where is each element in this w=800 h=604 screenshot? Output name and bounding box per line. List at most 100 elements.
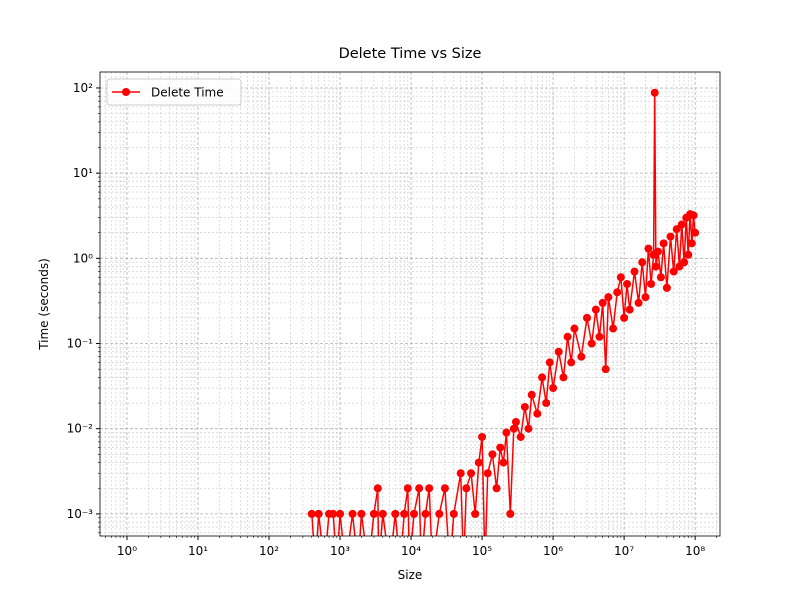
point [609, 324, 618, 333]
point [516, 432, 525, 441]
x-axis-label: Size [398, 568, 423, 582]
point [662, 283, 671, 292]
axes-frame [99, 71, 721, 537]
point [604, 293, 613, 302]
point [391, 509, 400, 518]
point [488, 450, 497, 459]
legend-box [106, 78, 242, 106]
x-tick-label: 10⁸ [685, 544, 705, 558]
point [647, 279, 656, 288]
point [415, 484, 424, 493]
point [474, 458, 483, 467]
point [409, 509, 418, 518]
point [680, 258, 689, 267]
point [378, 509, 387, 518]
point [595, 332, 604, 341]
point [644, 244, 653, 253]
point [601, 365, 610, 374]
point [677, 220, 686, 229]
point [440, 484, 449, 493]
point [613, 288, 622, 297]
y-tick-label: 10⁻² [67, 422, 94, 436]
point [478, 432, 487, 441]
x-tick-label: 10² [259, 544, 279, 558]
plot-area [307, 88, 700, 536]
point [656, 273, 665, 282]
point [314, 509, 323, 518]
point [669, 267, 678, 276]
point [511, 417, 520, 426]
point [567, 358, 576, 367]
point [496, 443, 505, 452]
point [687, 239, 696, 248]
point [651, 262, 660, 271]
point [509, 424, 518, 433]
point [471, 509, 480, 518]
point [357, 509, 366, 518]
point [524, 424, 533, 433]
point [672, 225, 681, 234]
point [506, 509, 515, 518]
point [421, 509, 430, 518]
point [369, 509, 378, 518]
x-tick-label: 10⁴ [401, 544, 421, 558]
point [456, 469, 465, 478]
point [492, 484, 501, 493]
point [591, 305, 600, 314]
point [542, 399, 551, 408]
point [653, 247, 662, 256]
chart-title: Delete Time vs Size [339, 46, 482, 62]
legend-label: Delete Time [151, 86, 224, 100]
point [630, 267, 639, 276]
point [336, 509, 345, 518]
point [616, 273, 625, 282]
point [549, 384, 558, 393]
point [449, 509, 458, 518]
point [425, 484, 434, 493]
point [689, 211, 698, 220]
legend-marker [122, 88, 130, 96]
point [634, 298, 643, 307]
point [666, 232, 675, 241]
grid [100, 72, 720, 536]
point [499, 458, 508, 467]
x-tick-label: 10¹ [188, 544, 208, 558]
point [691, 228, 700, 237]
point [554, 347, 563, 356]
point [570, 324, 579, 333]
x-tick-label: 10⁷ [614, 544, 634, 558]
point [462, 484, 471, 493]
x-tick-label: 10⁰ [117, 544, 137, 558]
legend: Delete Time [106, 78, 242, 106]
point [577, 352, 586, 361]
y-tick-label: 10⁰ [73, 251, 93, 265]
point [533, 409, 542, 418]
point [563, 332, 572, 341]
point [587, 339, 596, 348]
point [403, 484, 412, 493]
point [545, 358, 554, 367]
point [598, 298, 607, 307]
point [329, 509, 338, 518]
point [527, 390, 536, 399]
point [400, 509, 409, 518]
x-tick-label: 10⁶ [543, 544, 563, 558]
y-tick-label: 10¹ [73, 166, 93, 180]
x-tick-label: 10⁵ [472, 544, 492, 558]
point [650, 88, 659, 97]
point [582, 313, 591, 322]
y-tick-label: 10⁻¹ [67, 337, 94, 351]
point [483, 469, 492, 478]
point [684, 250, 693, 259]
point [435, 509, 444, 518]
point [307, 509, 316, 518]
point [625, 305, 634, 314]
point [659, 239, 668, 248]
point [538, 373, 547, 382]
point [520, 402, 529, 411]
y-tick-label: 10² [73, 81, 93, 95]
point [638, 258, 647, 267]
point [467, 469, 476, 478]
point [502, 428, 511, 437]
